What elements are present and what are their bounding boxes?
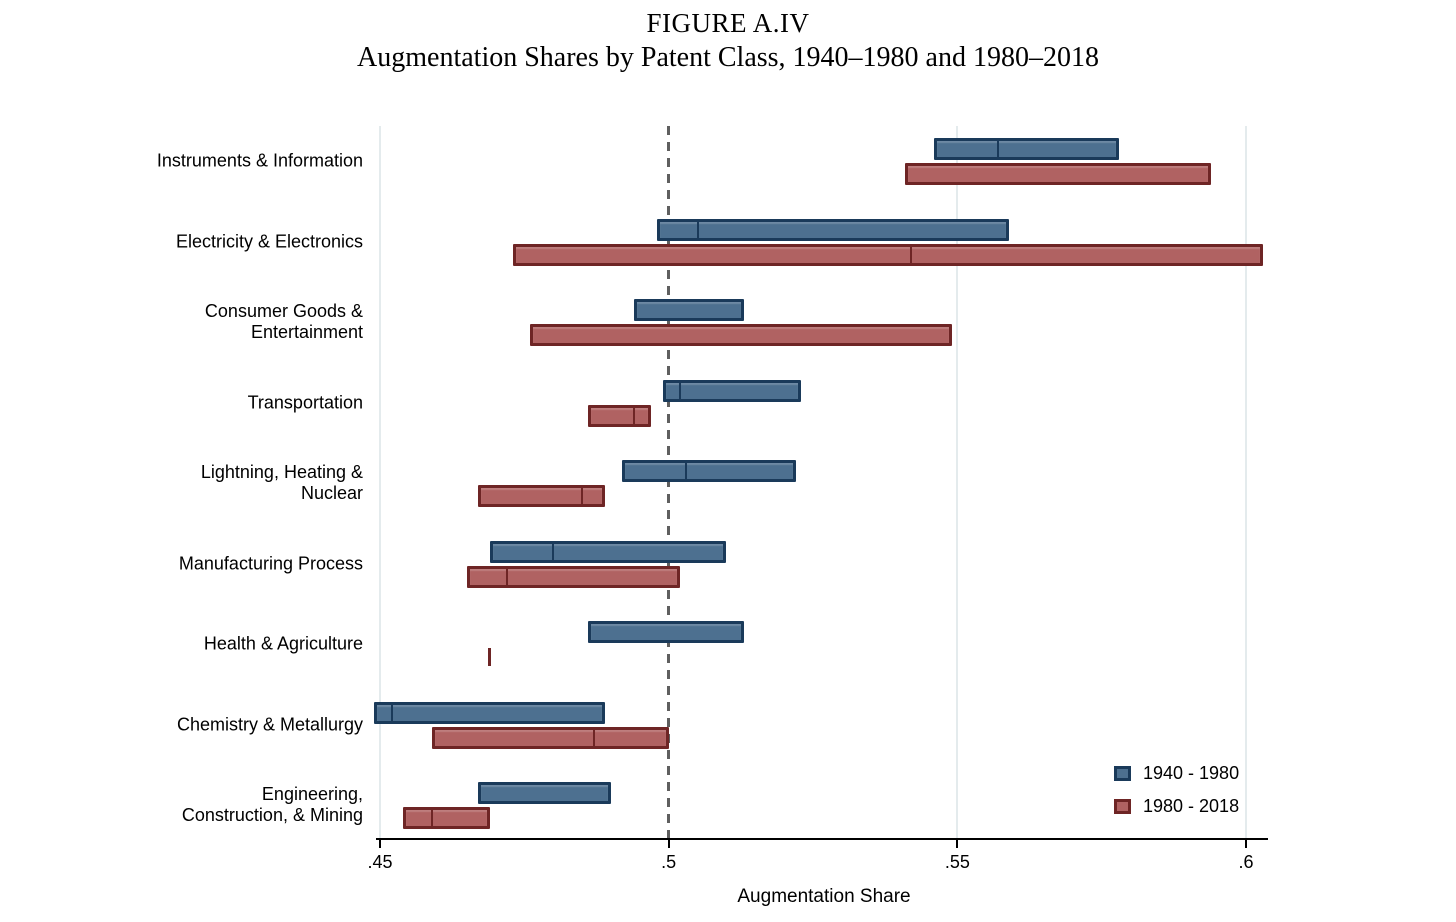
bar-1940-1980-electricity-electronics-marker <box>696 220 699 239</box>
bar-1940-1980-manufacturing-process <box>489 540 727 563</box>
bar-1980-2018-chemistry-metallurgy-marker <box>592 728 595 747</box>
x-axis-title: Augmentation Share <box>737 886 911 907</box>
x-tick-label-45: .45 <box>367 852 393 872</box>
bar-1940-1980-electricity-electronics <box>657 218 1010 241</box>
legend-swatch-1940-1980 <box>1114 765 1131 781</box>
legend-item-1980-2018: 1980 - 2018 <box>1114 793 1239 819</box>
bar-1980-2018-transportation-marker <box>633 406 635 425</box>
x-tick-label-6: .6 <box>1238 852 1254 872</box>
category-label-lightning-heating-nuclear: Lightning, Heating & Nuclear <box>200 461 363 503</box>
category-label-consumer-goods-entertainment: Consumer Goods & Entertainment <box>204 300 363 342</box>
bar-1940-1980-engineering-construction-mining <box>478 782 611 804</box>
reference-line-0-5 <box>667 126 671 842</box>
bar-1980-2018-lightning-heating-nuclear-marker <box>581 487 584 505</box>
legend-swatch-1980-2018 <box>1114 798 1131 814</box>
category-label-electricity-electronics: Electricity & Electronics <box>175 230 363 251</box>
legend-label-1940-1980: 1940 - 1980 <box>1143 762 1240 783</box>
bar-1940-1980-chemistry-metallurgy-marker <box>390 703 393 722</box>
x-tick-6 <box>1244 840 1247 848</box>
legend-label-1980-2018: 1980 - 2018 <box>1143 795 1240 816</box>
legend-item-1940-1980: 1940 - 1980 <box>1114 760 1239 786</box>
bar-1940-1980-manufacturing-process-marker <box>552 542 555 561</box>
bar-1980-2018-electricity-electronics <box>512 243 1264 266</box>
bar-1980-2018-engineering-construction-mining <box>403 807 490 829</box>
category-label-health-agriculture: Health & Agriculture <box>203 633 363 654</box>
bar-1980-2018-transportation <box>587 404 652 427</box>
x-tick-5 <box>667 840 670 848</box>
bar-1980-2018-lightning-heating-nuclear <box>478 485 606 507</box>
bar-1940-1980-instruments-information-marker <box>996 140 999 158</box>
bar-1980-2018-chemistry-metallurgy <box>431 726 669 749</box>
bar-1940-1980-transportation <box>662 379 802 402</box>
bar-1940-1980-health-agriculture <box>587 621 744 643</box>
figure-subtitle: Augmentation Shares by Patent Class, 194… <box>357 42 1099 73</box>
bar-1940-1980-lightning-heating-nuclear <box>622 460 796 482</box>
bar-1980-2018-engineering-construction-mining-marker <box>430 809 433 827</box>
bar-1980-2018-electricity-electronics-marker <box>910 245 913 264</box>
gridline-6 <box>1244 126 1247 838</box>
x-axis-line <box>376 838 1268 840</box>
bar-1980-2018-manufacturing-process-marker <box>506 567 508 586</box>
category-label-transportation: Transportation <box>247 391 363 412</box>
gridline-55 <box>956 126 959 838</box>
bar-1940-1980-instruments-information <box>934 138 1119 160</box>
x-tick-55 <box>956 840 959 848</box>
category-label-chemistry-metallurgy: Chemistry & Metallurgy <box>176 713 363 734</box>
bar-1940-1980-chemistry-metallurgy <box>374 701 606 724</box>
x-tick-45 <box>379 840 381 848</box>
figure-title: FIGURE A.IV <box>646 8 810 38</box>
bar-1980-2018-consumer-goods-entertainment <box>530 324 952 346</box>
bar-1980-2018-instruments-information <box>905 163 1212 185</box>
category-label-manufacturing-process: Manufacturing Process <box>178 552 363 573</box>
bar-1940-1980-consumer-goods-entertainment <box>634 299 744 321</box>
category-label-instruments-information: Instruments & Information <box>156 150 363 171</box>
category-label-engineering-construction-mining: Engineering, Construction, & Mining <box>181 783 363 825</box>
bar-1940-1980-transportation-marker <box>679 381 682 400</box>
bar-1980-2018-health-agriculture <box>488 648 492 666</box>
bar-1980-2018-manufacturing-process <box>466 565 681 588</box>
legend: 1940 - 1980 1980 - 2018 <box>1114 760 1239 826</box>
gridline-45 <box>379 126 381 838</box>
x-tick-label-55: .55 <box>944 852 970 872</box>
x-tick-label-5: .5 <box>661 852 677 872</box>
bar-1940-1980-lightning-heating-nuclear-marker <box>684 462 687 480</box>
